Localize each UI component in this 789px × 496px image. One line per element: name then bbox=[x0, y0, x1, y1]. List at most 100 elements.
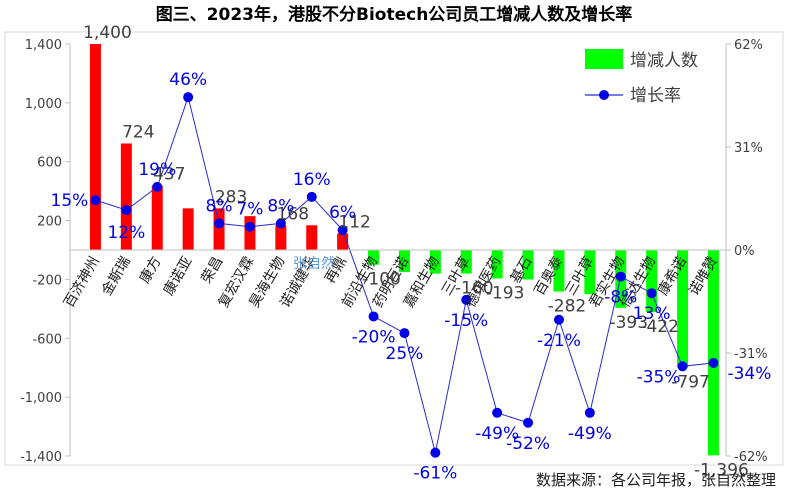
rate-value-label-3: 46% bbox=[169, 70, 207, 90]
rate-value-label-1: 12% bbox=[107, 223, 145, 243]
bar-1 bbox=[120, 143, 132, 250]
bar-4 bbox=[213, 208, 225, 250]
right-tick-label: -31% bbox=[734, 347, 768, 362]
bar-7 bbox=[306, 225, 318, 250]
rate-value-label-18: 13% bbox=[633, 304, 671, 324]
bar-19 bbox=[677, 250, 689, 368]
rate-point-1 bbox=[121, 205, 132, 216]
rate-value-label-9: -20% bbox=[352, 327, 396, 347]
category-label-3: 康诺亚 bbox=[160, 254, 196, 299]
left-tick-label: 200 bbox=[37, 215, 62, 230]
rate-point-2 bbox=[152, 181, 163, 192]
rate-point-0 bbox=[90, 195, 101, 206]
bar-5 bbox=[244, 216, 256, 250]
rate-value-label-19: -35% bbox=[637, 367, 681, 387]
rate-value-label-2: 19% bbox=[138, 160, 176, 180]
rate-point-8 bbox=[337, 225, 348, 236]
rate-point-5 bbox=[244, 221, 255, 232]
category-label-1: 金斯瑞 bbox=[99, 254, 134, 298]
rate-value-label-7: 16% bbox=[293, 170, 331, 190]
right-tick-label: -62% bbox=[734, 450, 768, 465]
rate-point-17 bbox=[615, 271, 626, 282]
bar-value-label-0: 1,400 bbox=[83, 23, 132, 43]
left-tick-label: 1,400 bbox=[25, 38, 62, 53]
left-tick-label: -1,400 bbox=[20, 450, 62, 465]
bar-0 bbox=[89, 44, 101, 250]
bar-13 bbox=[491, 250, 503, 279]
bar-18 bbox=[646, 250, 658, 313]
rate-value-label-14: -52% bbox=[506, 434, 550, 454]
bar-12 bbox=[460, 250, 472, 274]
rate-value-label-17: -8% bbox=[604, 288, 637, 308]
legend-label-bars: 增减人数 bbox=[630, 51, 698, 71]
rate-point-13 bbox=[492, 407, 503, 418]
bar-3 bbox=[182, 208, 194, 250]
legend-marker-swatch bbox=[599, 90, 609, 100]
rate-value-label-15: -21% bbox=[537, 331, 581, 351]
bar-value-label-18: -422 bbox=[640, 317, 679, 337]
bar-value-label-17: -393 bbox=[609, 313, 648, 333]
rate-value-label-13: -49% bbox=[475, 424, 519, 444]
rate-point-12 bbox=[461, 294, 472, 305]
category-label-0: 百济神州 bbox=[61, 254, 103, 310]
bar-20 bbox=[707, 250, 719, 456]
rate-point-14 bbox=[523, 417, 534, 428]
rate-value-label-6: 8% bbox=[267, 196, 294, 216]
bar-value-label-2: 437 bbox=[153, 165, 185, 185]
rate-point-11 bbox=[430, 447, 441, 458]
bar-value-label-1: 724 bbox=[122, 122, 154, 142]
rate-point-10 bbox=[399, 328, 410, 339]
bar-2 bbox=[151, 185, 163, 250]
category-label-2: 康方 bbox=[136, 254, 165, 287]
left-tick-label: 600 bbox=[37, 156, 62, 171]
bar-10 bbox=[398, 250, 410, 273]
bar-value-label-8: 112 bbox=[338, 213, 370, 233]
rate-value-label-12: -15% bbox=[444, 311, 488, 331]
left-tick-label: -1,000 bbox=[20, 391, 62, 406]
rate-value-label-10: 25% bbox=[386, 344, 424, 364]
right-tick-label: 31% bbox=[734, 141, 763, 156]
rate-point-15 bbox=[553, 314, 564, 325]
bar-value-label-19: -797 bbox=[671, 372, 710, 392]
rate-value-label-16: -49% bbox=[568, 424, 612, 444]
rate-value-label-8: 6% bbox=[329, 203, 356, 223]
chart-border bbox=[4, 31, 784, 466]
bar-value-label-9: -100 bbox=[362, 270, 401, 290]
bar-value-label-4: 283 bbox=[215, 187, 247, 207]
bar-15 bbox=[553, 250, 565, 292]
rate-point-16 bbox=[584, 407, 595, 418]
watermark-text: 张自然 bbox=[293, 255, 335, 272]
left-tick-label: 1,000 bbox=[25, 97, 62, 112]
rate-point-20 bbox=[708, 357, 719, 368]
rate-point-9 bbox=[368, 311, 379, 322]
bar-14 bbox=[522, 250, 534, 280]
bar-value-label-20: -1,396 bbox=[694, 460, 749, 480]
bar-11 bbox=[429, 250, 441, 274]
bar-value-label-12: -160 bbox=[455, 279, 494, 299]
rate-value-label-11: -61% bbox=[413, 464, 457, 484]
chart-title: 图三、2023年，港股不分Biotech公司员工增减人数及增长率 bbox=[156, 4, 633, 25]
rate-point-4 bbox=[214, 218, 225, 229]
rate-value-label-20: -34% bbox=[727, 364, 771, 384]
bar-value-label-15: -282 bbox=[548, 296, 587, 316]
rate-point-3 bbox=[183, 92, 194, 103]
rate-point-19 bbox=[677, 361, 688, 372]
bar-8 bbox=[337, 233, 349, 250]
legend-bar-swatch bbox=[585, 49, 623, 69]
rate-value-label-5: 7% bbox=[236, 200, 263, 220]
category-label-4: 荣昌 bbox=[199, 254, 227, 286]
bar-6 bbox=[275, 225, 287, 250]
rate-point-6 bbox=[275, 218, 286, 229]
rate-point-18 bbox=[646, 288, 657, 299]
legend-label-line: 增长率 bbox=[630, 86, 681, 106]
rate-value-label-0: 15% bbox=[51, 191, 89, 211]
bar-value-label-6: 168 bbox=[277, 204, 309, 224]
bar-16 bbox=[584, 250, 596, 295]
left-tick-label: -200 bbox=[32, 273, 62, 288]
rate-point-7 bbox=[306, 191, 317, 202]
left-tick-label: -600 bbox=[32, 332, 62, 347]
right-tick-label: 62% bbox=[734, 38, 763, 53]
source-note: 数据来源：各公司年报，张自然整理 bbox=[536, 471, 776, 489]
right-tick-label: 0% bbox=[734, 244, 755, 259]
